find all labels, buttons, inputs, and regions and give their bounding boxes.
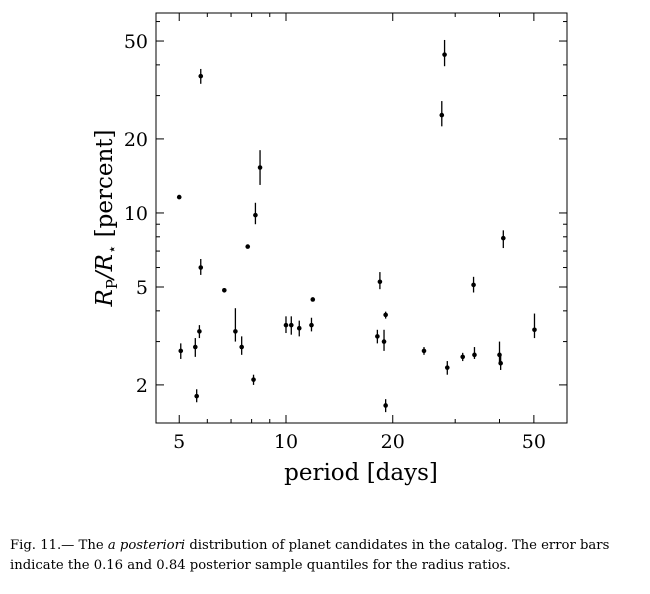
x-tick-label: 10 [274,431,298,453]
data-point [309,317,314,332]
y-tick-label: 5 [136,277,148,299]
point-marker [532,327,537,333]
point-marker [198,73,204,79]
data-point [198,68,204,84]
point-marker [239,344,244,350]
point-marker [439,112,445,118]
data-point [377,272,383,290]
data-point [501,230,506,249]
data-point [532,313,537,339]
data-point [460,352,466,362]
data-point [193,338,198,357]
point-marker [193,344,198,350]
data-point [239,336,244,355]
point-marker [194,393,199,399]
point-marker [309,322,314,328]
data-point [253,202,258,225]
x-tick-label: 50 [522,431,546,453]
scatter-chart: 5 10 20 50 2 5 10 20 50 period [days] RP/R⋆ [pe… [92,12,568,486]
data-point [472,347,477,359]
x-tick-labels: 5 10 20 50 [173,431,546,453]
point-marker [176,194,182,200]
data-point [283,316,289,334]
y-tick-label: 20 [124,129,148,151]
data-point [197,325,202,339]
data-point [233,308,238,342]
data-point [439,101,445,127]
data-point [176,194,182,200]
data-point [444,361,450,375]
point-marker [296,325,302,331]
caption-prefix: Fig. 11.— The [10,538,108,553]
point-marker [472,352,477,358]
x-axis-label: period [days] [284,460,438,486]
point-marker [375,334,380,339]
data-point [296,320,302,337]
data-point [288,316,294,335]
point-marker [233,329,238,334]
point-marker [383,312,388,318]
data-point [178,343,184,359]
data-point [381,329,387,351]
point-marker [460,354,466,360]
figure-caption: Fig. 11.— The a posteriori distribution … [10,536,646,576]
x-tick-label: 20 [381,431,405,453]
data-point [198,258,204,275]
point-marker [310,297,316,302]
data-point [383,399,388,413]
point-marker [383,403,388,408]
y-tick-labels: 2 5 10 20 50 [124,31,148,397]
point-marker [471,282,476,288]
point-marker [442,52,447,57]
y-tick-label: 10 [124,203,148,225]
point-marker [198,265,204,270]
data-point [498,354,503,370]
y-tick-label: 50 [124,31,148,53]
point-marker [257,165,263,170]
data-point [251,374,256,385]
point-marker [501,235,506,241]
plot-frame [155,12,568,424]
point-marker [245,244,251,249]
data-point [375,329,380,344]
data-point [471,276,476,293]
data-point [421,347,427,355]
y-axis-label: RP/R⋆ [percent] [92,129,121,307]
point-marker [222,287,227,293]
data-points [176,39,537,413]
point-marker [197,329,202,334]
data-point [194,389,199,403]
point-marker [444,365,450,370]
data-point [245,244,251,249]
data-point [257,150,263,185]
data-point [310,297,316,302]
point-marker [421,348,427,354]
point-marker [251,377,256,382]
x-tick-label: 5 [173,431,185,453]
point-marker [381,339,387,344]
point-marker [288,322,294,328]
point-marker [283,322,289,328]
data-point [383,311,388,319]
point-marker [498,360,503,366]
point-marker [178,348,184,354]
caption-emphasis: a posteriori [107,538,186,553]
point-marker [377,279,383,285]
axis-ticks [156,13,567,423]
data-point [442,39,447,67]
point-marker [253,212,258,218]
caption-suffix: distribution of planet candidates in the… [10,538,610,573]
data-point [222,287,227,293]
y-tick-label: 2 [136,375,148,397]
